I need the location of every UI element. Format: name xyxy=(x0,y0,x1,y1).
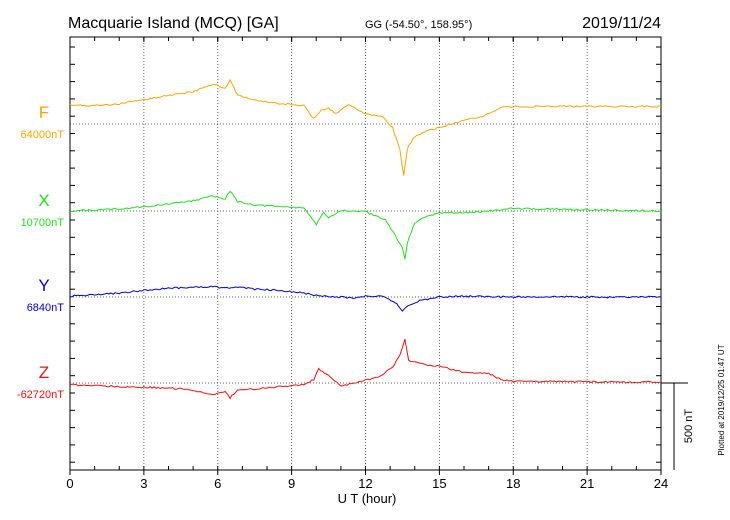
x-tick-label: 12 xyxy=(358,476,372,491)
series-line-x xyxy=(69,190,662,260)
x-tick-label: 18 xyxy=(506,476,520,491)
x-tick-label: 6 xyxy=(214,476,221,491)
x-tick-label: 21 xyxy=(580,476,594,491)
series-line-f xyxy=(69,78,662,176)
scale-label: 500 nT xyxy=(683,409,695,444)
series-baseline-f: 64000nT xyxy=(21,129,65,141)
series-name-y: Y xyxy=(38,276,49,295)
scale-bar: 500 nT xyxy=(661,382,695,470)
series-baseline-z: -62720nT xyxy=(17,389,64,401)
series-labels: F 64000nT X 10700nT Y 6840nT Z -62720nT xyxy=(17,103,64,401)
x-tick-label: 15 xyxy=(432,476,446,491)
series-name-x: X xyxy=(38,191,49,210)
grid xyxy=(143,37,588,470)
coordinates-label: GG (-54.50°, 158.95°) xyxy=(365,19,472,31)
date-label: 2019/11/24 xyxy=(582,15,661,32)
plotted-note: Plotted at 2019/12/25 01:47 UT xyxy=(717,344,726,455)
station-title: Macquarie Island (MCQ) [GA] xyxy=(68,15,279,32)
x-tick-label: 0 xyxy=(66,476,73,491)
series-name-z: Z xyxy=(39,363,49,382)
x-tick-label: 3 xyxy=(140,476,147,491)
x-axis-label: U T (hour) xyxy=(338,491,397,506)
series-baseline-y: 6840nT xyxy=(27,302,65,314)
x-tick-label: 24 xyxy=(654,476,668,491)
series-lines xyxy=(69,78,662,400)
x-tick-label: 9 xyxy=(288,476,295,491)
series-line-y xyxy=(69,285,662,312)
series-baseline-x: 10700nT xyxy=(21,217,65,229)
series-name-f: F xyxy=(39,103,49,122)
x-axis-ticks: 0 3 6 9 12 15 18 21 24 xyxy=(66,37,668,491)
series-line-z xyxy=(69,338,662,400)
